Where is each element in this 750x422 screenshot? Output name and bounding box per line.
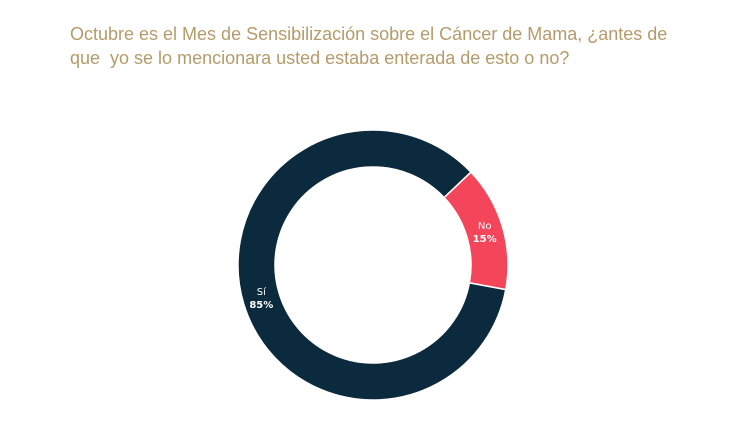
donut-slice-si — [237, 129, 507, 401]
slice-category-no: No — [478, 221, 492, 232]
slice-value-no: 15% — [473, 234, 497, 245]
slice-label-si: Sí 85% — [249, 286, 273, 311]
chart-title: Octubre es el Mes de Sensibilización sob… — [70, 22, 690, 70]
slice-value-si: 85% — [249, 300, 273, 311]
slice-category-si: Sí — [257, 286, 267, 298]
donut-slice-no — [443, 171, 509, 291]
chart-title-line-2: que yo se lo mencionara usted estaba ent… — [70, 48, 570, 68]
chart-title-line-1: Octubre es el Mes de Sensibilización sob… — [70, 24, 668, 44]
slice-label-no: No 15% — [473, 221, 497, 245]
